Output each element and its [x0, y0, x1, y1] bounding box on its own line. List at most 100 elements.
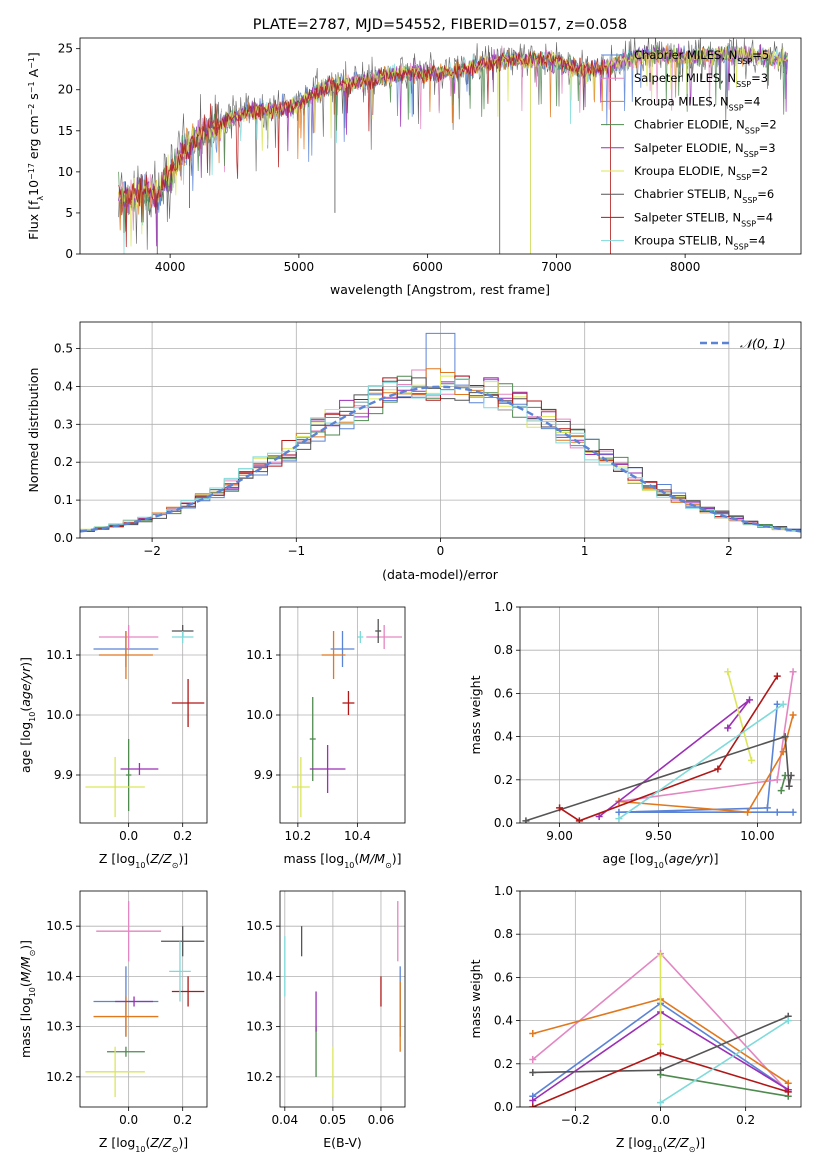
axes-frame: [79, 321, 802, 539]
weight-marker: [785, 782, 793, 790]
x-axis-label: Z [log10(Z/Z⊙)]: [99, 1135, 188, 1154]
spectrum-line: [118, 45, 788, 247]
legend-entry: Chabrier ELODIE, NSSP=2: [634, 118, 777, 136]
y-tick-label: 10.5: [246, 919, 273, 933]
y-tick-label: 10.2: [46, 1070, 73, 1084]
y-tick-label: 10.3: [246, 1020, 273, 1034]
x-tick-label: 0.05: [320, 1113, 347, 1127]
legend-entry: Kroupa MILES, NSSP=4: [634, 94, 760, 112]
x-tick-label: 5000: [284, 260, 315, 274]
x-tick-label: 0.04: [271, 1113, 298, 1127]
x-tick-label: −0.2: [561, 1113, 590, 1127]
y-tick-label: 10: [58, 165, 73, 179]
y-tick-label: 5: [65, 206, 73, 220]
axes-frame: [79, 37, 802, 255]
y-tick-label: 10.0: [246, 708, 273, 722]
y-tick-label: 10.3: [46, 1020, 73, 1034]
y-tick-label: 10.1: [46, 648, 73, 662]
y-tick-label: 25: [58, 42, 73, 56]
plot-area: [280, 607, 405, 823]
y-axis-label: Normed distribution: [26, 368, 41, 493]
weight-marker: [657, 1066, 664, 1074]
weight-marker: [615, 815, 623, 823]
x-tick-label: −1: [287, 544, 305, 558]
normal-curve: [80, 385, 801, 533]
plot-area: [520, 607, 801, 823]
y-tick-label: 0.2: [494, 1057, 513, 1071]
x-tick-label: 10.2: [284, 829, 311, 843]
x-axis-label: Z [log10(Z/Z⊙)]: [99, 851, 188, 870]
weight-marker: [575, 817, 583, 823]
histogram-step: [80, 375, 801, 532]
axes-frame: [279, 606, 406, 824]
legend: Chabrier MILES, NSSP=5 Salpeter MILES, NS…: [601, 48, 777, 251]
y-tick-label: 0.8: [494, 927, 513, 941]
x-axis-label: (data-model)/error: [382, 567, 499, 582]
legend-entry: Chabrier MILES, NSSP=5: [634, 48, 769, 66]
axes-frame: [79, 606, 208, 824]
axes-massweight-vs-age: 9.00 9.50 10.00 0.0 0.2 0.4 0.6 0.8 1.0: [494, 600, 802, 843]
weight-marker: [779, 700, 787, 708]
x-tick-label: 9.00: [546, 829, 573, 843]
y-tick-label: 0.8: [494, 643, 513, 657]
y-tick-label: 0.4: [54, 379, 73, 393]
plot-area: [80, 322, 801, 538]
y-tick-label: 9.9: [54, 768, 73, 782]
x-tick-label: 1: [581, 544, 589, 558]
axes-age-vs-mass: 10.2 10.4 9.9 10.0 10.1: [246, 606, 406, 843]
weight-line: [727, 671, 753, 761]
y-tick-label: 9.9: [254, 768, 273, 782]
x-tick-label: 0.06: [368, 1113, 395, 1127]
weight-marker: [556, 804, 564, 812]
weight-marker: [787, 771, 795, 779]
legend-entry: 𝒩(0, 1): [740, 336, 786, 351]
axes-residuals: −2 −1 0 1 2 0.0 0.1 0.2 0.3 0.4 0.5: [54, 321, 802, 558]
weight-line: [660, 1073, 789, 1097]
y-axis-label: age [log10(age/yr)]: [18, 657, 37, 773]
weight-line: [598, 699, 751, 818]
x-tick-label: 7000: [541, 260, 572, 274]
weight-marker: [779, 748, 787, 756]
y-tick-label: 10.0: [46, 708, 73, 722]
weight-marker: [529, 1068, 537, 1076]
x-axis-label: age [log10(age/yr)]: [602, 851, 718, 870]
spectrum-line: [118, 51, 608, 248]
weight-marker: [657, 1099, 664, 1107]
axes-frame: [519, 890, 802, 1108]
axes-massweight-vs-Z: −0.2 0.0 0.2 0.0 0.2 0.4 0.6 0.8 1.0: [494, 884, 802, 1127]
axes-mass-vs-ebv: 0.04 0.05 0.06 10.2 10.3 10.4 10.5: [246, 890, 406, 1127]
legend-entry: Salpeter MILES, NSSP=3: [634, 71, 768, 89]
x-tick-label: 4000: [155, 260, 186, 274]
x-tick-label: 10.4: [344, 829, 371, 843]
plot-area: [80, 891, 207, 1107]
y-tick-label: 1.0: [494, 884, 513, 898]
weight-marker: [784, 1088, 792, 1096]
weight-marker: [789, 808, 797, 816]
plot-area: [118, 38, 788, 254]
weight-marker: [744, 808, 752, 816]
y-tick-label: 15: [58, 124, 73, 138]
x-tick-label: 0.2: [173, 1113, 192, 1127]
legend-entry: Kroupa ELODIE, NSSP=2: [634, 164, 768, 182]
y-tick-label: 10.5: [46, 919, 73, 933]
y-axis-label: mass [log10(M/M⊙)]: [18, 940, 37, 1058]
axes-spectrum: 4000 5000 6000 7000 8000 0 5 10 15 20 25: [58, 37, 802, 274]
weight-marker: [657, 952, 664, 960]
legend-entry: Salpeter ELODIE, NSSP=3: [634, 141, 776, 159]
y-tick-label: 1.0: [494, 600, 513, 614]
x-tick-label: 0.2: [736, 1113, 755, 1127]
x-tick-label: 10.00: [740, 829, 774, 843]
spectrum-line: [118, 44, 788, 234]
plot-area: [520, 891, 801, 1107]
weight-marker: [522, 817, 530, 823]
x-axis-label: Z [log10(Z/Z⊙)]: [616, 1135, 705, 1154]
y-tick-label: 0.6: [494, 686, 513, 700]
x-tick-label: 0.0: [119, 829, 138, 843]
y-tick-label: 10.4: [46, 969, 73, 983]
weight-marker: [784, 1079, 792, 1087]
x-axis-label: wavelength [Angstrom, rest frame]: [330, 282, 550, 297]
legend: 𝒩(0, 1): [700, 336, 786, 351]
plot-area: [280, 891, 405, 1107]
x-tick-label: 8000: [670, 260, 701, 274]
